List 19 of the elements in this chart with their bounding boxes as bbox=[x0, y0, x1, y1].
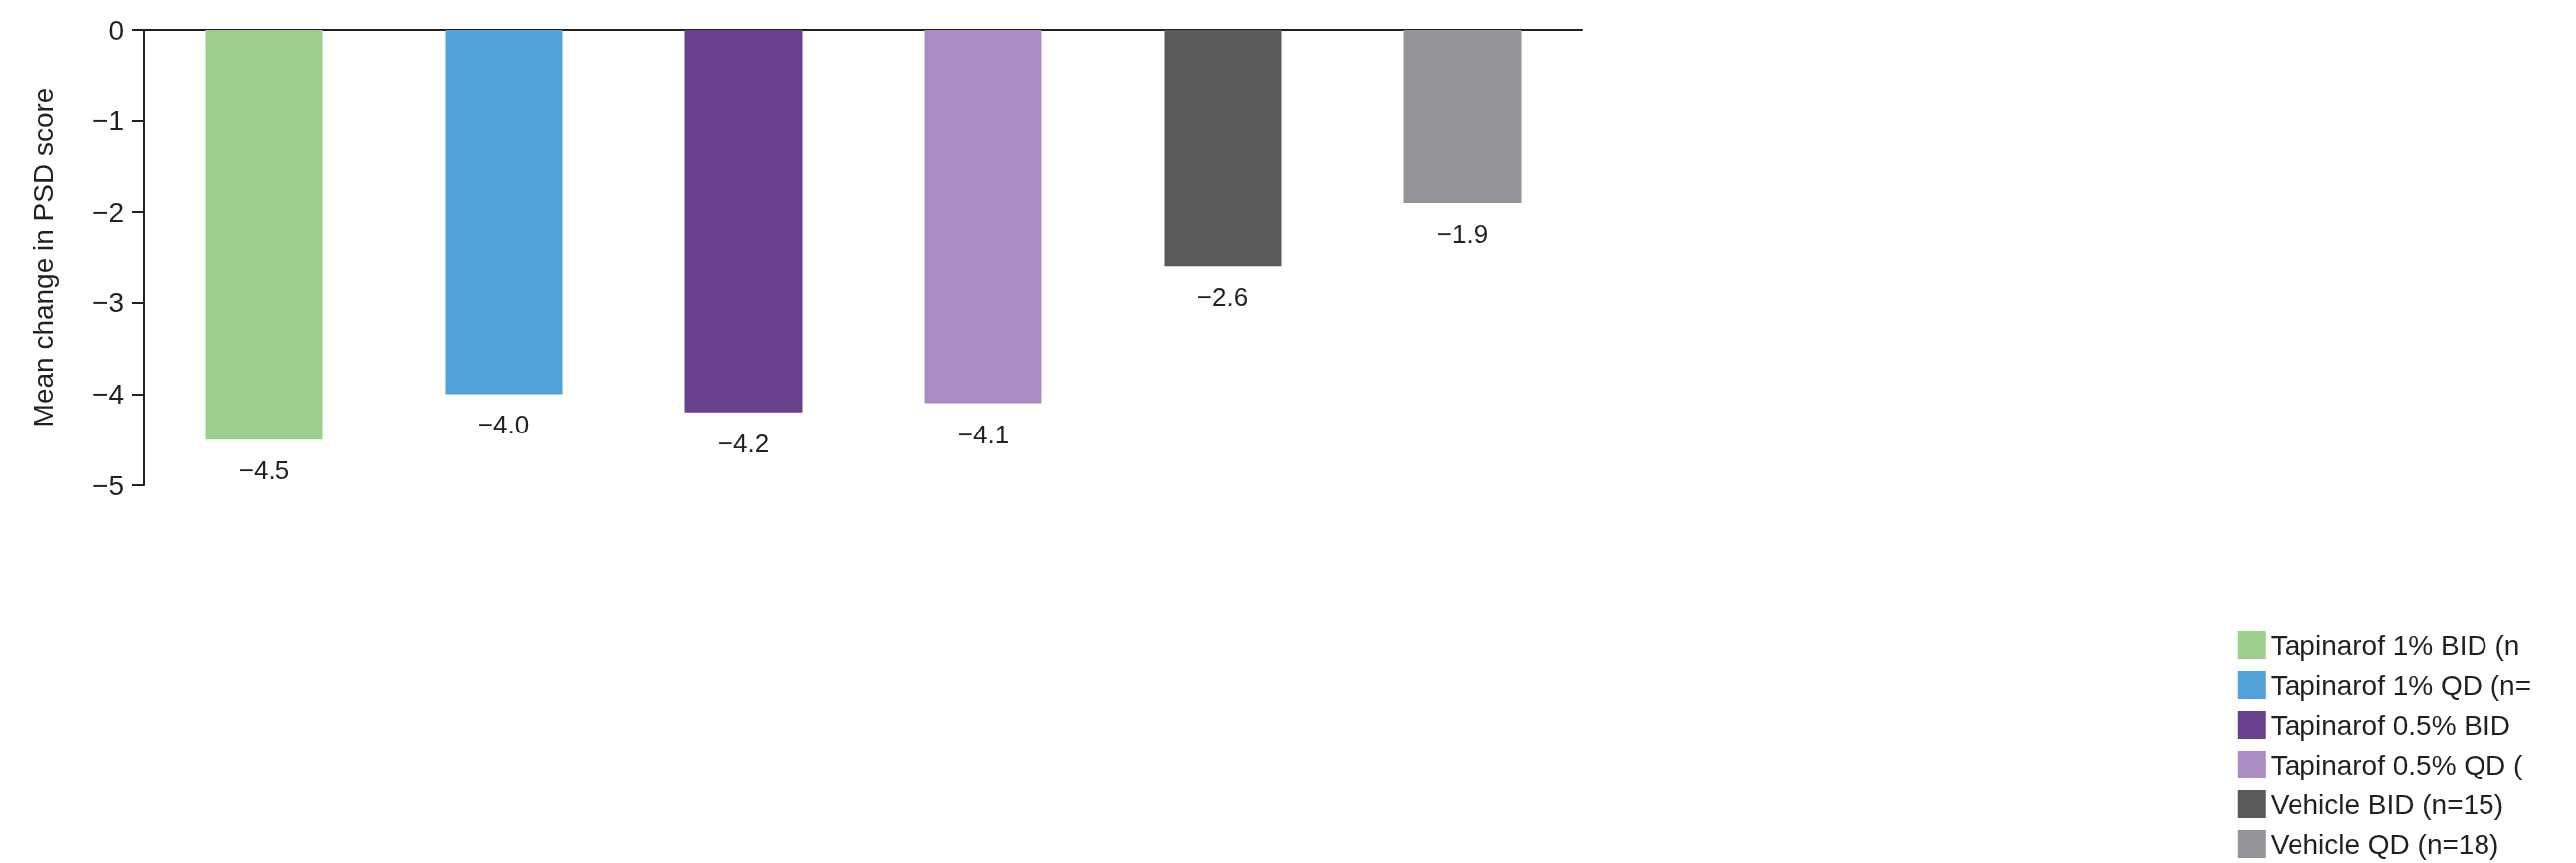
legend-label: Tapinarof 0.5% BID bbox=[2270, 709, 2511, 741]
y-tick-label: −1 bbox=[92, 105, 124, 137]
y-tick-label: −3 bbox=[92, 287, 124, 319]
data-label: −1.9 bbox=[1436, 219, 1489, 250]
data-label: −4.2 bbox=[717, 428, 770, 458]
y-tick-label: −2 bbox=[92, 196, 124, 228]
legend-label: Vehicle BID (n=15) bbox=[2270, 788, 2504, 820]
y-tick-label: −5 bbox=[92, 469, 124, 501]
y-tick-label: 0 bbox=[108, 14, 124, 46]
legend-label: Tapinarof 1% QD (n= bbox=[2270, 669, 2532, 701]
data-label: −2.6 bbox=[1196, 282, 1249, 313]
y-tick-label: −4 bbox=[92, 378, 124, 410]
y-axis-title: Mean change in PSD score bbox=[27, 87, 59, 428]
data-label: −4.5 bbox=[238, 455, 290, 486]
legend-label: Tapinarof 0.5% QD ( bbox=[2270, 749, 2524, 780]
data-label: −4.0 bbox=[477, 410, 530, 440]
legend-label: Tapinarof 1% BID (n bbox=[2270, 629, 2520, 661]
data-label: −4.1 bbox=[957, 419, 1010, 449]
legend-label: Vehicle QD (n=18) bbox=[2270, 828, 2499, 860]
